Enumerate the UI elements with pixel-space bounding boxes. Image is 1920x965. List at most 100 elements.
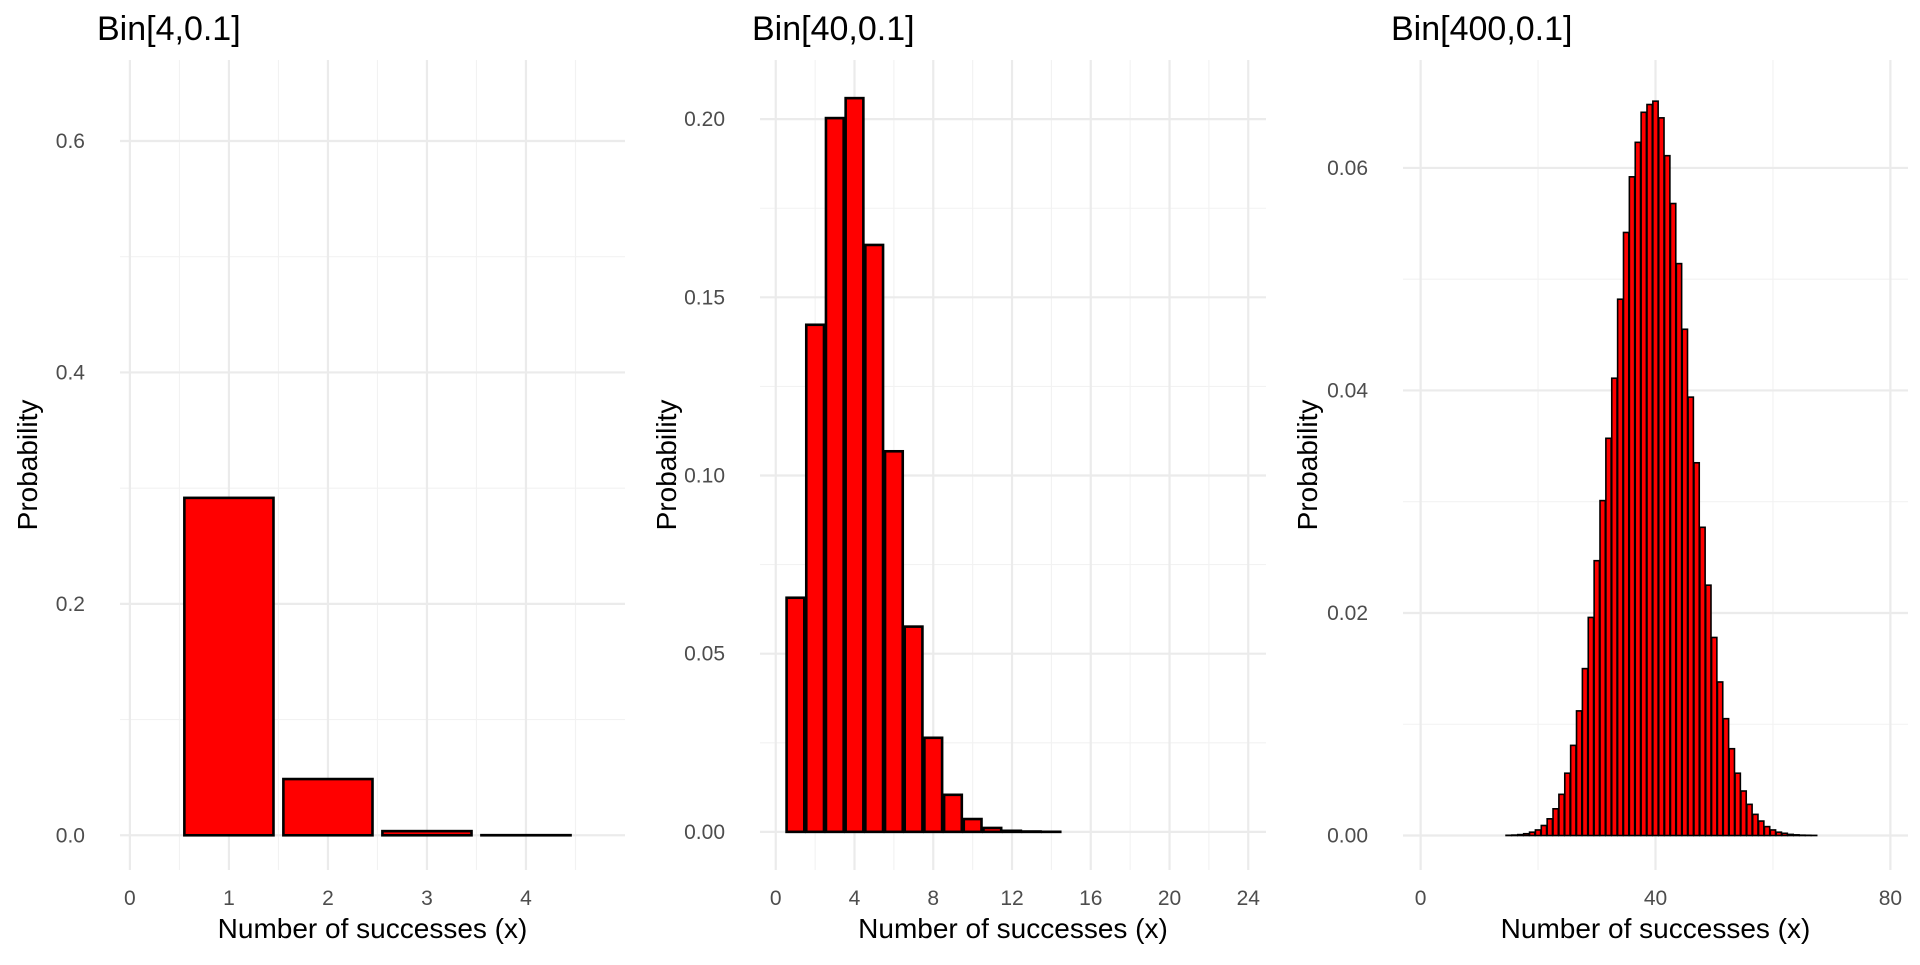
bar xyxy=(1547,819,1552,836)
bar xyxy=(1612,378,1617,835)
x-tick-label: 12 xyxy=(1000,887,1023,910)
bar xyxy=(924,738,942,832)
x-tick-label: 40 xyxy=(1644,887,1667,910)
bar xyxy=(964,819,982,832)
bar xyxy=(1594,561,1599,836)
chart-panel-3: 0.00 0.02 0.04 0.06 0 40 80 Bin[400,0.1] Number … xyxy=(1292,10,1908,944)
bar xyxy=(1717,682,1722,836)
x-tick-label: 3 xyxy=(421,887,433,910)
y-tick-label: 0.05 xyxy=(684,643,725,666)
x-tick-label: 8 xyxy=(927,887,939,910)
bar xyxy=(905,627,923,832)
x-tick-labels: 0 40 80 xyxy=(1415,887,1902,910)
bar xyxy=(1788,834,1793,835)
bar xyxy=(1647,105,1652,836)
bar xyxy=(1735,773,1740,835)
x-tick-label: 16 xyxy=(1079,887,1102,910)
y-tick-label: 0.02 xyxy=(1327,602,1368,625)
bar xyxy=(1629,177,1634,836)
x-tick-label: 20 xyxy=(1158,887,1181,910)
x-tick-label: 4 xyxy=(520,887,532,910)
bar xyxy=(1565,773,1570,835)
y-tick-labels: 0.00 0.02 0.04 0.06 xyxy=(1327,157,1368,848)
x-tick-labels: 0 1 2 3 4 xyxy=(124,887,532,910)
x-axis-title: Number of successes (x) xyxy=(1501,913,1811,944)
x-axis-title: Number of successes (x) xyxy=(858,913,1168,944)
bar xyxy=(1623,232,1628,835)
bar xyxy=(1770,830,1775,836)
bar xyxy=(846,98,864,832)
bar xyxy=(1524,834,1529,836)
y-tick-labels: 0.00.20.40.6 xyxy=(56,130,86,847)
bar xyxy=(865,245,883,832)
y-axis-title: Probability xyxy=(12,400,43,531)
bar xyxy=(944,795,962,832)
y-tick-label: 0.15 xyxy=(684,286,725,309)
y-tick-label: 0.0 xyxy=(56,824,85,847)
bar xyxy=(1665,156,1670,836)
bar xyxy=(885,451,903,832)
y-tick-label: 0.20 xyxy=(684,108,725,131)
bar xyxy=(1641,112,1646,835)
x-tick-label: 0 xyxy=(770,887,782,910)
x-tick-labels: 0 4 8 12 16 20 24 xyxy=(770,887,1260,910)
x-tick-label: 2 xyxy=(322,887,334,910)
bar xyxy=(283,779,372,835)
bar xyxy=(1530,832,1535,835)
x-tick-label: 4 xyxy=(849,887,861,910)
chart-title: Bin[400,0.1] xyxy=(1391,10,1572,48)
y-tick-label: 0.6 xyxy=(56,130,85,153)
bar xyxy=(1618,299,1623,835)
y-tick-label: 0.10 xyxy=(684,465,725,488)
bar xyxy=(1588,617,1593,835)
bar xyxy=(1682,329,1687,835)
bar xyxy=(1003,831,1021,832)
y-tick-labels: 0.00 0.05 0.10 0.15 0.20 xyxy=(684,108,725,844)
bar xyxy=(1688,397,1693,835)
bar xyxy=(1559,794,1564,835)
bar xyxy=(382,831,471,835)
bar xyxy=(1694,463,1699,836)
bar xyxy=(787,598,805,832)
bar xyxy=(1764,827,1769,836)
chart-title: Bin[40,0.1] xyxy=(752,10,915,48)
bar xyxy=(1753,814,1758,835)
bar xyxy=(806,325,824,832)
bar xyxy=(1653,101,1658,835)
bar xyxy=(1776,832,1781,835)
x-tick-label: 24 xyxy=(1237,887,1261,910)
bar xyxy=(1782,833,1787,835)
bar xyxy=(1706,585,1711,835)
bar xyxy=(1635,142,1640,835)
bar xyxy=(826,118,844,832)
bar xyxy=(1794,835,1799,836)
bar xyxy=(1553,809,1558,836)
bars xyxy=(1506,101,1817,835)
y-axis-title: Probability xyxy=(651,400,682,531)
y-tick-label: 0.04 xyxy=(1327,379,1368,402)
bar xyxy=(1535,830,1540,836)
bar xyxy=(1606,438,1611,835)
bar xyxy=(1571,745,1576,835)
x-tick-label: 80 xyxy=(1879,887,1902,910)
bar xyxy=(1747,804,1752,835)
y-tick-label: 0.06 xyxy=(1327,157,1368,180)
y-tick-label: 0.2 xyxy=(56,593,85,616)
bar xyxy=(1577,711,1582,836)
bar xyxy=(184,498,273,835)
x-tick-label: 0 xyxy=(124,887,136,910)
y-tick-label: 0.00 xyxy=(1327,825,1368,848)
bar xyxy=(1729,749,1734,836)
bar xyxy=(1712,637,1717,835)
bar xyxy=(1582,669,1587,836)
x-tick-label: 0 xyxy=(1415,887,1427,910)
bar xyxy=(1518,835,1523,836)
bar xyxy=(1741,791,1746,836)
bar xyxy=(1541,825,1546,835)
bar xyxy=(1759,821,1764,835)
y-tick-label: 0.00 xyxy=(684,821,725,844)
x-tick-label: 1 xyxy=(223,887,235,910)
